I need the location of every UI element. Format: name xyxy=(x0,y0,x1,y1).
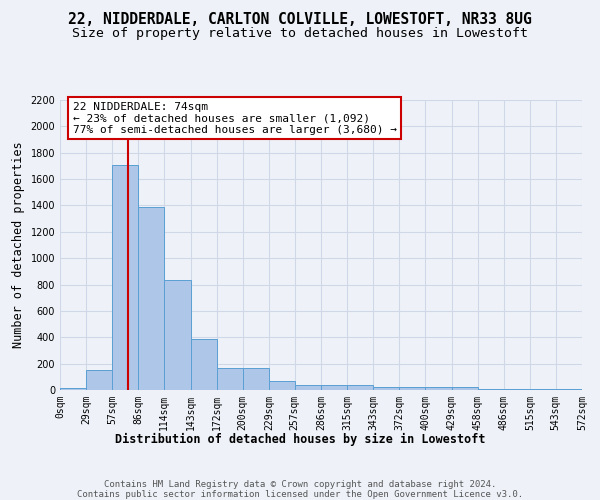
Bar xyxy=(452,388,478,390)
Bar xyxy=(139,207,164,390)
Bar xyxy=(60,388,86,390)
Text: 22 NIDDERDALE: 74sqm
← 23% of detached houses are smaller (1,092)
77% of semi-de: 22 NIDDERDALE: 74sqm ← 23% of detached h… xyxy=(73,102,397,135)
Bar xyxy=(347,386,373,390)
Bar xyxy=(425,386,452,390)
Bar xyxy=(242,368,269,390)
Bar xyxy=(164,280,191,390)
Bar xyxy=(191,338,217,390)
Bar xyxy=(400,386,425,390)
Bar xyxy=(86,370,112,390)
Text: Contains HM Land Registry data © Crown copyright and database right 2024.
Contai: Contains HM Land Registry data © Crown c… xyxy=(77,480,523,500)
Bar xyxy=(269,381,295,390)
Text: Size of property relative to detached houses in Lowestoft: Size of property relative to detached ho… xyxy=(72,28,528,40)
Bar xyxy=(373,386,400,390)
Text: 22, NIDDERDALE, CARLTON COLVILLE, LOWESTOFT, NR33 8UG: 22, NIDDERDALE, CARLTON COLVILLE, LOWEST… xyxy=(68,12,532,28)
Text: Distribution of detached houses by size in Lowestoft: Distribution of detached houses by size … xyxy=(115,432,485,446)
Bar xyxy=(217,368,242,390)
Bar xyxy=(112,164,139,390)
Bar xyxy=(295,386,321,390)
Bar xyxy=(503,388,530,390)
Bar xyxy=(478,388,503,390)
Y-axis label: Number of detached properties: Number of detached properties xyxy=(12,142,25,348)
Bar xyxy=(321,386,347,390)
